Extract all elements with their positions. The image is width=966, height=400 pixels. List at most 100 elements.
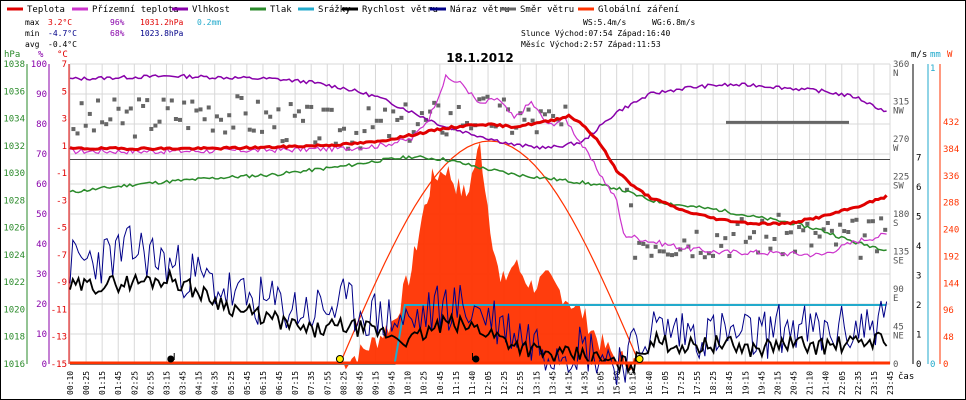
- dir-tick-5: 135: [893, 248, 909, 258]
- wind-dir-dot-119: [559, 122, 564, 127]
- ms-tick-6: 1: [916, 331, 921, 341]
- wind-dir-dot-12: [120, 121, 125, 126]
- wind-dir-dot-3: [83, 123, 88, 128]
- wind-dir-dot-123: [633, 255, 638, 260]
- wind-dir-dot-46: [260, 129, 265, 134]
- wind-dir-dot-163: [797, 225, 802, 230]
- wind-dir-dot-142: [711, 253, 716, 258]
- wind-dir-dot-79: [395, 117, 400, 122]
- wind-dir-dot-50: [276, 107, 281, 112]
- temp-tick-3: 1: [62, 142, 67, 152]
- stat-ws: WS:5.4m/s: [583, 18, 627, 27]
- time-tick-29: 13:15: [532, 371, 541, 395]
- wind-dir-dot-161: [788, 230, 793, 235]
- wind-dir-dot-92: [448, 111, 453, 116]
- wind-dir-dot-38: [227, 113, 232, 118]
- time-tick-3: 01:45: [114, 371, 123, 395]
- hpa-tick-7: 1024: [3, 251, 25, 261]
- time-tick-39: 17:55: [693, 371, 702, 395]
- hpa-tick-0: 1038: [3, 60, 25, 70]
- ms-tick-0: 7: [916, 154, 921, 164]
- wind-dir-dot-63: [329, 107, 334, 112]
- stat-avg-label: avg: [25, 40, 40, 49]
- time-tick-33: 15:05: [597, 371, 606, 395]
- time-tick-19: 09:15: [371, 371, 380, 395]
- time-tick-14: 07:15: [291, 371, 300, 395]
- wind-dir-dot-169: [821, 227, 826, 232]
- wind-dir-dot-87: [428, 109, 433, 114]
- dir-letter-4: S: [893, 219, 898, 229]
- wind-dir-dot-166: [809, 243, 814, 248]
- wind-dir-dot-175: [846, 230, 851, 235]
- wind-dir-dot-72: [366, 106, 371, 111]
- wind-dir-dot-84: [415, 122, 420, 127]
- wind-dir-dot-23: [165, 106, 170, 111]
- hpa-tick-6: 1026: [3, 224, 25, 234]
- wind-dir-dot-18: [145, 98, 150, 103]
- series-solar-max-arc: [339, 140, 641, 365]
- wind-dir-dot-105: [501, 97, 506, 102]
- pct-tick-4: 60: [36, 180, 47, 190]
- wind-dir-dot-76: [383, 107, 388, 112]
- stat-max-temp: 3.2°C: [48, 18, 72, 27]
- wind-dir-dot-75: [378, 118, 383, 123]
- time-tick-44: 20:15: [773, 371, 782, 395]
- stat-max-hum: 96%: [110, 18, 125, 27]
- wind-dir-dot-116: [547, 109, 552, 114]
- wind-dir-dot-73: [370, 125, 375, 130]
- time-tick-0: 00:10: [66, 371, 75, 395]
- time-tick-24: 11:15: [452, 371, 461, 395]
- wind-dir-dot-90: [440, 130, 445, 135]
- wind-dir-dot-33: [206, 105, 211, 110]
- wind-dir-dot-89: [436, 103, 441, 108]
- w-tick-1: 384: [943, 145, 959, 155]
- wind-dir-dot-78: [391, 109, 396, 114]
- wind-dir-dot-74: [374, 118, 379, 123]
- temp-tick-8: -9: [56, 278, 67, 288]
- wind-dir-dot-139: [698, 250, 703, 255]
- wind-dir-dot-55: [296, 109, 301, 114]
- wind-dir-dot-168: [817, 234, 822, 239]
- wind-dir-dot-15: [132, 134, 137, 139]
- wind-dir-dot-16: [137, 97, 142, 102]
- stat-moon: Měsíc Východ:2:57 Západ:11:53: [521, 40, 661, 49]
- temp-tick-9: -11: [51, 305, 67, 315]
- wind-dir-dot-42: [243, 111, 248, 116]
- wind-dir-dot-122: [629, 203, 634, 208]
- sunrise-marker: [335, 355, 344, 363]
- wind-dir-dot-51: [280, 139, 285, 144]
- wind-dir-dot-62: [325, 107, 330, 112]
- time-tick-45: 20:45: [790, 371, 799, 395]
- wind-dir-dot-83: [411, 130, 416, 135]
- wind-dir-dot-131: [665, 252, 670, 257]
- hpa-tick-3: 1032: [3, 142, 25, 152]
- wind-dir-dot-47: [264, 110, 269, 115]
- wind-dir-dot-43: [247, 127, 252, 132]
- temp-tick-0: 7: [62, 60, 67, 70]
- time-tick-1: 00:25: [82, 371, 91, 395]
- pct-tick-6: 40: [36, 240, 47, 250]
- wind-dir-dot-162: [793, 249, 798, 254]
- dir-tick-0: 360: [893, 60, 909, 70]
- wind-dir-dot-138: [694, 229, 699, 234]
- wind-dir-dot-130: [661, 249, 666, 254]
- unit-degc: °C: [57, 50, 68, 60]
- time-tick-17: 08:25: [339, 371, 348, 395]
- wind-dir-dot-5: [91, 128, 96, 133]
- legend-label-8: Globální záření: [598, 5, 679, 15]
- dir-letter-0: N: [893, 69, 898, 79]
- dir-tick-6: 90: [893, 285, 904, 295]
- w-tick-3: 288: [943, 199, 959, 209]
- wind-dir-dot-20: [153, 123, 158, 128]
- dir-tick-2: 270: [893, 135, 909, 145]
- wind-dir-dot-128: [653, 244, 658, 249]
- dir-letter-1: NW: [893, 107, 904, 117]
- wind-dir-dot-94: [456, 104, 461, 109]
- time-tick-9: 04:35: [211, 371, 220, 395]
- w-tick-4: 240: [943, 226, 959, 236]
- wind-dir-dot-158: [776, 212, 781, 217]
- legend-label-0: Teplota: [27, 5, 65, 15]
- wind-dir-dot-134: [678, 247, 683, 252]
- wind-dir-dot-173: [838, 222, 843, 227]
- time-tick-6: 03:15: [162, 371, 171, 395]
